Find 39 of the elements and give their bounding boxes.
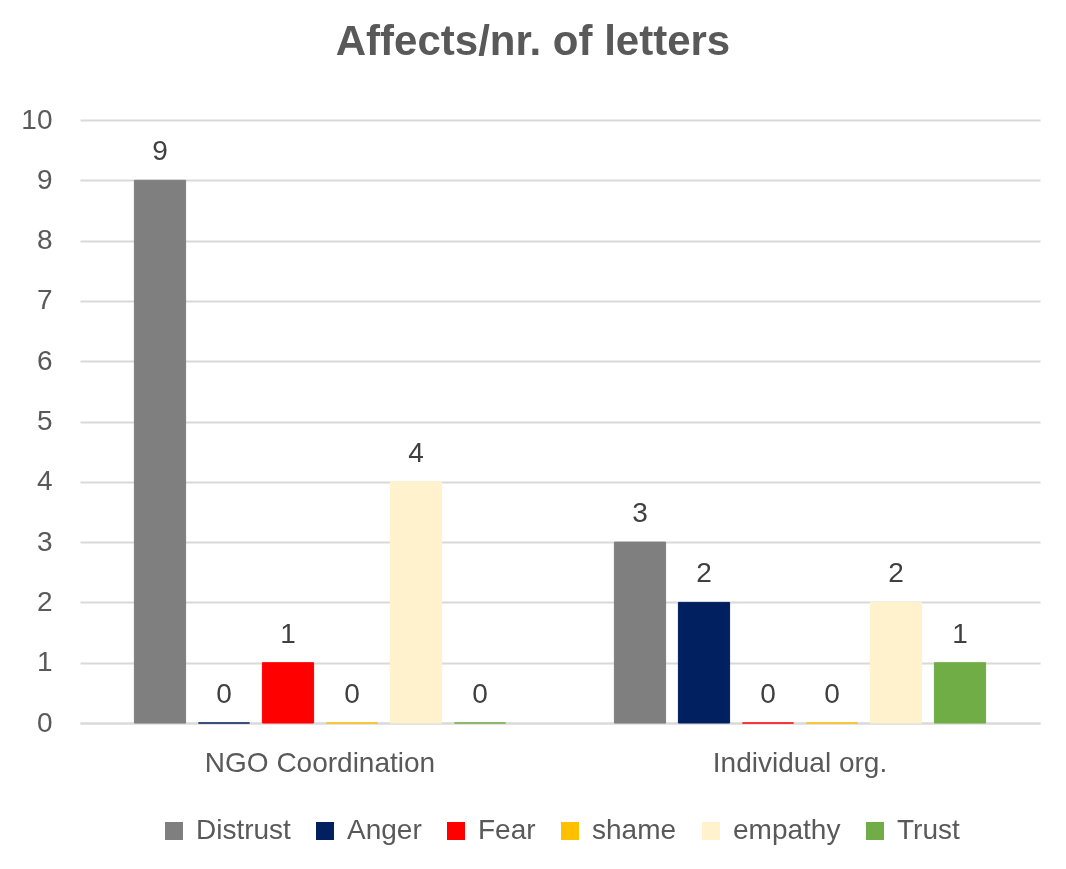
y-tick-label: 5 [36,405,53,436]
data-label: 0 [344,678,360,709]
chart-title: Affects/nr. of letters [335,17,731,64]
y-tick-label: 2 [36,585,53,617]
bar [933,662,987,724]
bar [613,541,667,724]
data-label: 0 [760,678,776,709]
data-label: 9 [152,135,168,167]
y-tick-label: 3 [36,525,53,557]
legend-label: Anger [347,814,422,845]
data-label: 1 [280,617,296,649]
data-label: 1 [952,617,968,649]
bar [677,601,731,724]
y-tick-label: 6 [36,344,53,376]
bar [389,481,443,724]
data-label: 0 [216,678,232,709]
bar [261,662,315,724]
bar [869,601,923,724]
data-label: 0 [824,678,840,709]
x-tick-label: NGO Coordination [204,746,436,778]
y-tick-label: 0 [36,706,53,738]
legend-label: shame [592,814,677,845]
y-tick-label: 10 [21,103,53,135]
y-tick-label: 1 [36,646,53,678]
y-tick-label: 9 [36,163,53,195]
legend-label: Trust [897,814,960,845]
y-tick-label: 7 [36,284,53,316]
x-tick-label: Individual org. [712,746,888,778]
legend-label: Fear [478,814,536,845]
legend-label: Distrust [196,814,292,845]
data-label: 0 [472,678,488,709]
y-tick-label: 8 [36,224,53,256]
bar [133,179,187,724]
data-label: 2 [888,557,904,589]
y-tick-label: 4 [36,465,53,497]
data-label: 2 [696,557,712,589]
legend-label: empathy [733,814,841,845]
data-label: 3 [632,497,648,529]
data-label: 4 [408,436,424,468]
